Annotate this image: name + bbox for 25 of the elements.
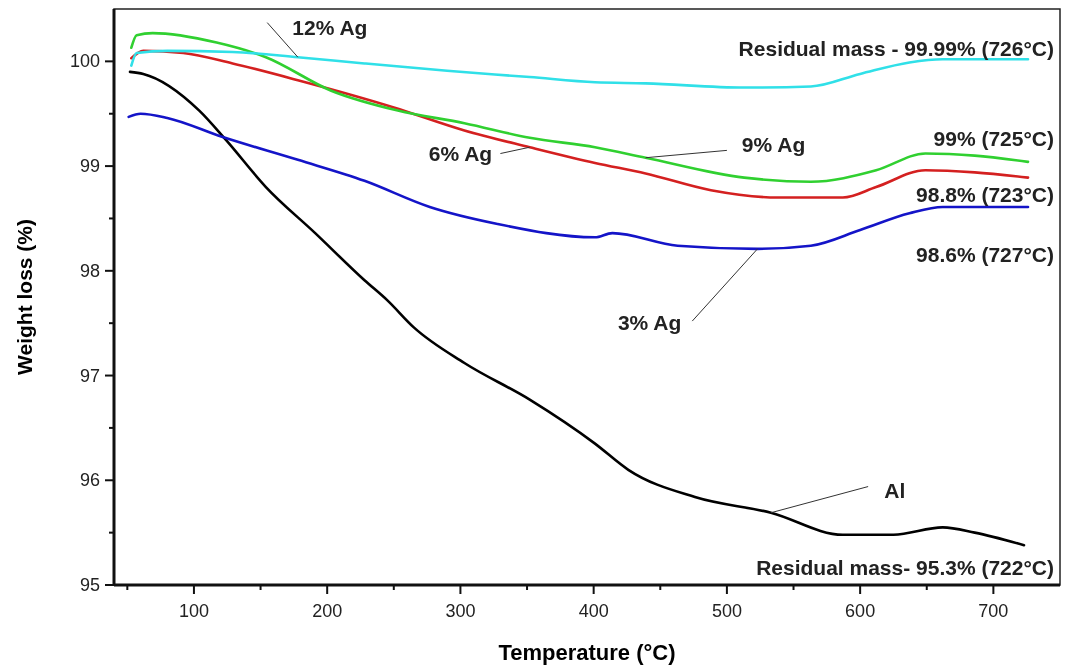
y-tick-label: 98 <box>79 260 100 281</box>
x-tick-label: 100 <box>178 601 209 621</box>
x-axis-title: Temperature (°C) <box>498 640 676 665</box>
text: 3% Ag <box>617 311 682 335</box>
annotation: Residual mass - 99.99% (726°C) <box>738 37 1054 60</box>
annotation: 98.8% (723°C) <box>916 183 1054 206</box>
x-tick-label: 400 <box>578 601 609 621</box>
y-tick-label: 100 <box>69 51 100 72</box>
y-tick-label: 95 <box>79 575 100 595</box>
y-tick-label: 99 <box>79 156 100 177</box>
series-label: 12% Ag <box>292 15 368 39</box>
x-tick-label: 500 <box>711 601 742 621</box>
series-label: 9% Ag <box>741 133 806 157</box>
series-label: 6% Ag <box>428 141 493 165</box>
x-tick-label: 700 <box>978 601 1009 621</box>
x-tick-label: 200 <box>312 601 343 621</box>
y-axis-title: Weight loss (%) <box>13 219 36 375</box>
annotation: 98.6% (727°C) <box>916 243 1054 266</box>
x-tick-label: 300 <box>445 601 476 621</box>
x-tick-label: 600 <box>845 601 876 621</box>
annotation: 99% (725°C) <box>933 127 1054 150</box>
series-label: Al <box>884 478 906 502</box>
y-tick-label: 97 <box>79 365 100 386</box>
y-tick-label: 96 <box>79 470 100 491</box>
annotation: Residual mass- 95.3% (722°C) <box>756 556 1054 579</box>
